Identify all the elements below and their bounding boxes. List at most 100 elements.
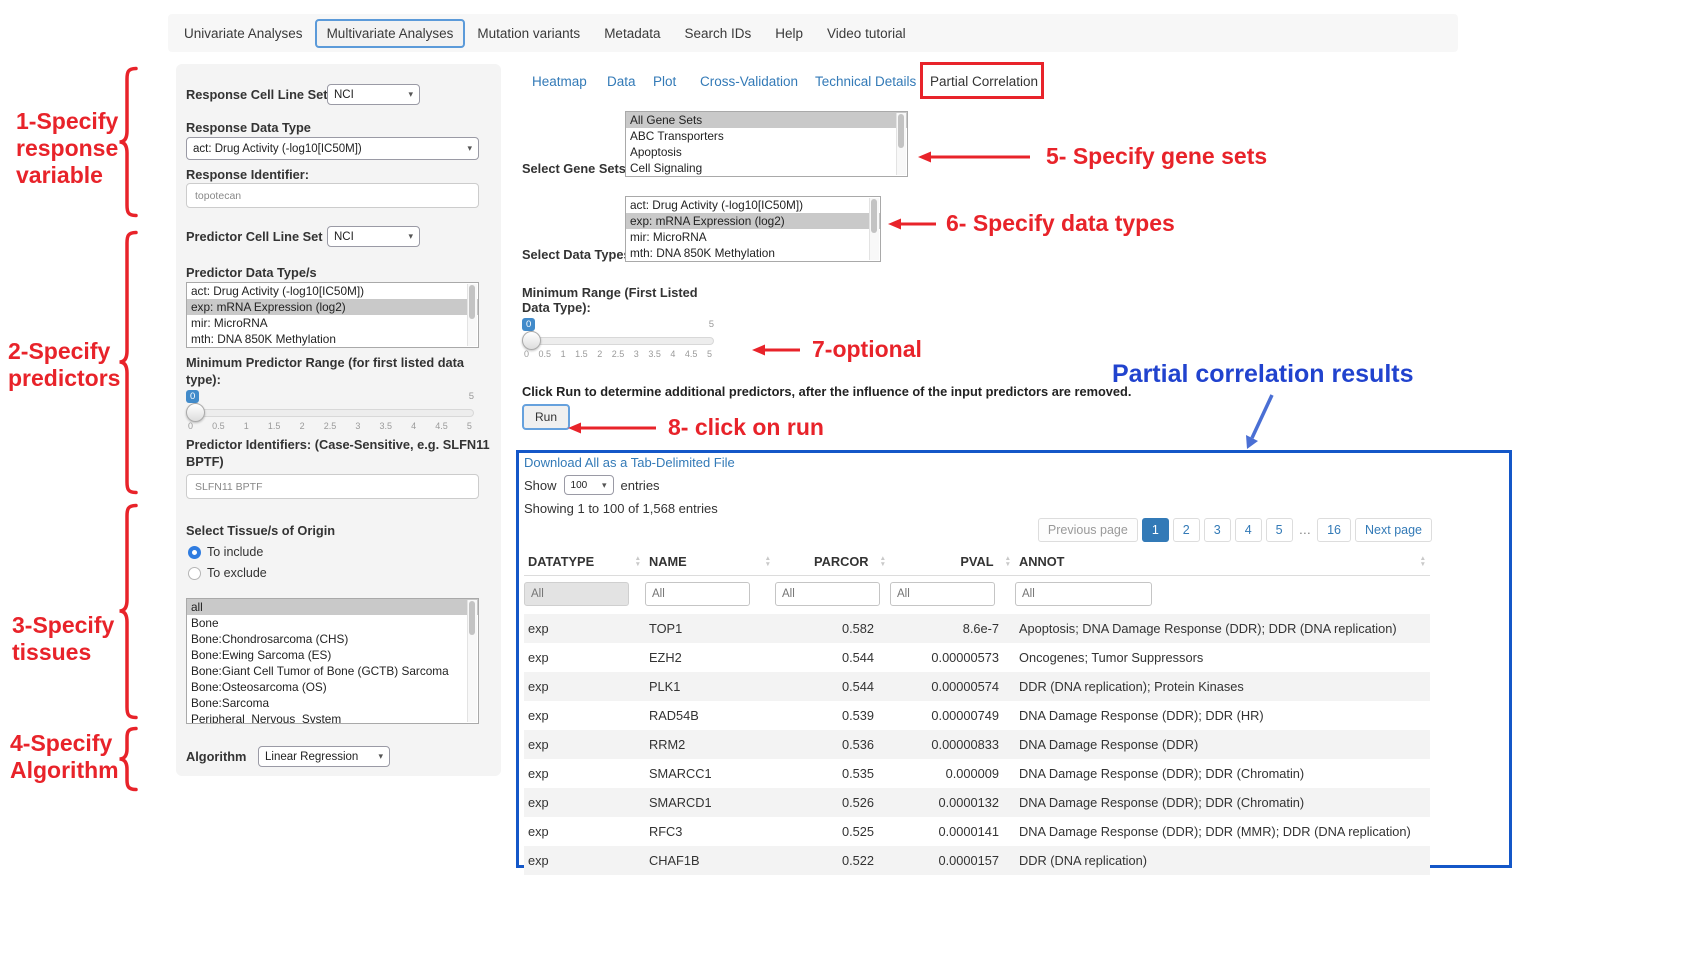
predictor-cell-line-select[interactable]: NCI ▾ <box>327 226 420 247</box>
filter-input-parcor[interactable] <box>775 582 880 606</box>
list-option[interactable]: mth: DNA 850K Methylation <box>626 245 880 261</box>
download-all-link[interactable]: Download All as a Tab-Delimited File <box>524 455 735 470</box>
list-option[interactable]: mir: MicroRNA <box>187 315 478 331</box>
list-option[interactable]: act: Drug Activity (-log10[IC50M]) <box>187 283 478 299</box>
table-row[interactable]: exp TOP1 0.582 8.6e-7 Apoptosis; DNA Dam… <box>524 614 1430 643</box>
scrollbar-thumb[interactable] <box>469 601 475 635</box>
list-option-selected[interactable]: exp: mRNA Expression (log2) <box>626 213 880 229</box>
slider-track[interactable] <box>186 409 474 417</box>
radio-to-exclude[interactable]: To exclude <box>188 564 267 582</box>
list-option[interactable]: Bone:Chondrosarcoma (CHS) <box>187 631 478 647</box>
run-button[interactable]: Run <box>522 404 570 430</box>
list-option[interactable]: Cell Signaling <box>626 160 907 176</box>
table-row[interactable]: exp SMARCC1 0.535 0.000009 DNA Damage Re… <box>524 759 1430 788</box>
show-entries-select[interactable]: 100 ▾ <box>564 475 614 495</box>
page-button-1[interactable]: 1 <box>1142 518 1169 542</box>
list-option[interactable]: Bone:Osteosarcoma (OS) <box>187 679 478 695</box>
page-button-4[interactable]: 4 <box>1235 518 1262 542</box>
scrollbar[interactable] <box>467 284 477 346</box>
page-button-16[interactable]: 16 <box>1317 518 1351 542</box>
cell-parcor: 0.582 <box>775 614 890 643</box>
list-option[interactable]: act: Drug Activity (-log10[IC50M]) <box>626 197 880 213</box>
list-option[interactable]: mth: DNA 850K Methylation <box>187 331 478 347</box>
previous-page-button[interactable]: Previous page <box>1038 518 1138 542</box>
nav-tab-search-ids[interactable]: Search IDs <box>672 19 763 48</box>
scrollbar-thumb[interactable] <box>469 285 475 319</box>
list-option[interactable]: Bone:Ewing Sarcoma (ES) <box>187 647 478 663</box>
predictor-data-types-listbox[interactable]: act: Drug Activity (-log10[IC50M]) exp: … <box>186 282 479 348</box>
tab-heatmap[interactable]: Heatmap <box>532 74 587 89</box>
table-row[interactable]: exp RRM2 0.536 0.00000833 DNA Damage Res… <box>524 730 1430 759</box>
column-header-annot[interactable]: ANNOT ▲▼ <box>1015 546 1430 576</box>
table-row[interactable]: exp RFC3 0.525 0.0000141 DNA Damage Resp… <box>524 817 1430 846</box>
tissue-origin-listbox[interactable]: all Bone Bone:Chondrosarcoma (CHS) Bone:… <box>186 598 479 724</box>
table-row[interactable]: exp RAD54B 0.539 0.00000749 DNA Damage R… <box>524 701 1430 730</box>
scrollbar-thumb[interactable] <box>898 114 904 148</box>
data-types-listbox[interactable]: act: Drug Activity (-log10[IC50M]) exp: … <box>625 196 881 262</box>
page-button-3[interactable]: 3 <box>1204 518 1231 542</box>
list-option[interactable]: Apoptosis <box>626 144 907 160</box>
radio-to-include[interactable]: To include <box>188 543 263 561</box>
list-option[interactable]: Bone:Sarcoma <box>187 695 478 711</box>
tick-label: 1 <box>244 421 249 431</box>
nav-tab-help[interactable]: Help <box>763 19 815 48</box>
filter-input-annot[interactable] <box>1015 582 1152 606</box>
response-identifier-input[interactable] <box>186 183 479 208</box>
page-button-5[interactable]: 5 <box>1266 518 1293 542</box>
response-data-type-select[interactable]: act: Drug Activity (-log10[IC50M]) ▾ <box>186 137 479 160</box>
column-header-name[interactable]: NAME ▲▼ <box>645 546 775 576</box>
response-cell-line-select[interactable]: NCI ▾ <box>327 84 420 105</box>
page-button-2[interactable]: 2 <box>1173 518 1200 542</box>
annotation-step7: 7-optional <box>812 336 922 363</box>
slider-handle[interactable] <box>186 403 205 422</box>
tab-data[interactable]: Data <box>607 74 636 89</box>
tab-plot[interactable]: Plot <box>653 74 676 89</box>
sort-icon[interactable]: ▲▼ <box>1005 556 1011 567</box>
list-option[interactable]: Bone <box>187 615 478 631</box>
scrollbar-thumb[interactable] <box>871 199 877 233</box>
list-option-selected[interactable]: all <box>187 599 478 615</box>
sort-icon[interactable]: ▲▼ <box>635 556 641 567</box>
nav-tab-video-tutorial[interactable]: Video tutorial <box>815 19 918 48</box>
algorithm-select[interactable]: Linear Regression ▾ <box>258 746 390 767</box>
table-row[interactable]: exp SMARCD1 0.526 0.0000132 DNA Damage R… <box>524 788 1430 817</box>
column-header-datatype[interactable]: DATATYPE ▲▼ <box>524 546 645 576</box>
list-option-selected[interactable]: exp: mRNA Expression (log2) <box>187 299 478 315</box>
filter-input-pval[interactable] <box>890 582 995 606</box>
cell-datatype: exp <box>524 759 645 788</box>
list-option[interactable]: Peripheral_Nervous_System <box>187 711 478 724</box>
nav-tab-metadata[interactable]: Metadata <box>592 19 672 48</box>
tab-partial-correlation[interactable]: Partial Correlation <box>930 74 1038 89</box>
list-option[interactable]: Bone:Giant Cell Tumor of Bone (GCTB) Sar… <box>187 663 478 679</box>
list-option-selected[interactable]: All Gene Sets <box>626 112 907 128</box>
scrollbar[interactable] <box>896 113 906 175</box>
sort-icon[interactable]: ▲▼ <box>1420 556 1426 567</box>
column-header-pval[interactable]: PVAL ▲▼ <box>890 546 1015 576</box>
column-header-parcor[interactable]: PARCOR ▲▼ <box>775 546 890 576</box>
tab-cross-validation[interactable]: Cross-Validation <box>700 74 798 89</box>
cell-annot: DDR (DNA replication) <box>1015 846 1430 875</box>
sort-icon[interactable]: ▲▼ <box>880 556 886 567</box>
predictor-identifiers-input[interactable] <box>186 474 479 499</box>
slider-handle[interactable] <box>522 331 541 350</box>
show-label: Show <box>524 478 557 493</box>
table-row[interactable]: exp CHAF1B 0.522 0.0000157 DDR (DNA repl… <box>524 846 1430 875</box>
table-row[interactable]: exp PLK1 0.544 0.00000574 DDR (DNA repli… <box>524 672 1430 701</box>
filter-input-datatype[interactable] <box>524 582 629 606</box>
nav-tab-multivariate-analyses[interactable]: Multivariate Analyses <box>315 19 466 48</box>
list-option[interactable]: ABC Transporters <box>626 128 907 144</box>
scrollbar[interactable] <box>467 600 477 722</box>
filter-input-name[interactable] <box>645 582 750 606</box>
sort-icon[interactable]: ▲▼ <box>765 556 771 567</box>
table-row[interactable]: exp EZH2 0.544 0.00000573 Oncogenes; Tum… <box>524 643 1430 672</box>
gene-sets-listbox[interactable]: All Gene Sets ABC Transporters Apoptosis… <box>625 111 908 177</box>
nav-tab-mutation-variants[interactable]: Mutation variants <box>465 19 592 48</box>
predictor-identifiers-label-line2: BPTF) <box>186 453 490 470</box>
slider-track[interactable] <box>522 337 714 345</box>
cell-parcor: 0.535 <box>775 759 890 788</box>
list-option[interactable]: mir: MicroRNA <box>626 229 880 245</box>
scrollbar[interactable] <box>869 198 879 260</box>
tab-technical-details[interactable]: Technical Details <box>815 74 916 89</box>
next-page-button[interactable]: Next page <box>1355 518 1432 542</box>
nav-tab-univariate-analyses[interactable]: Univariate Analyses <box>172 19 315 48</box>
